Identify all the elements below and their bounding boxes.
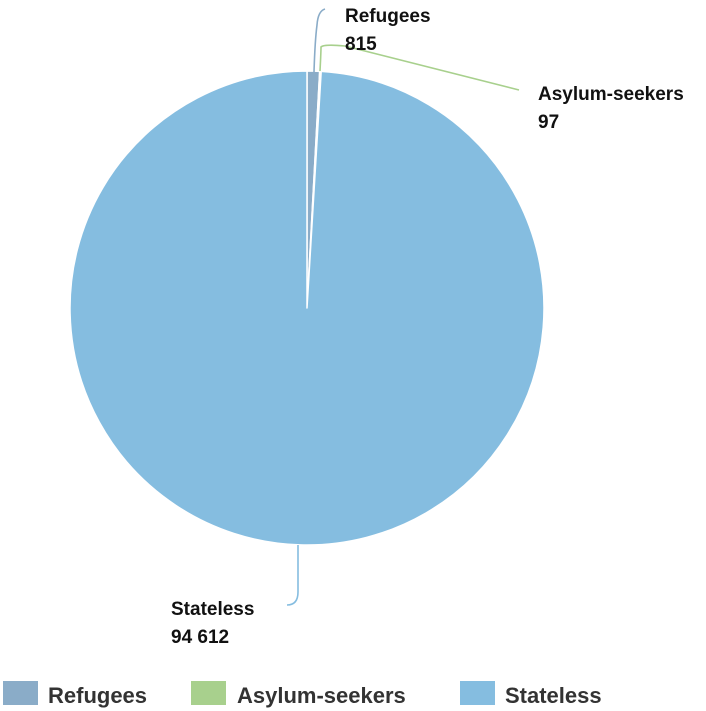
legend-label-stateless: Stateless <box>505 683 602 708</box>
callout-asylum-seekers-value: 97 <box>538 112 559 133</box>
legend-label-refugees: Refugees <box>48 683 147 708</box>
legend-label-asylum-seekers: Asylum-seekers <box>237 683 406 708</box>
callout-refugees-name: Refugees <box>345 6 431 27</box>
leader-line-refugees <box>313 8 326 73</box>
callout-refugees-value: 815 <box>345 34 377 55</box>
legend: Refugees Asylum-seekers Stateless <box>3 681 602 708</box>
pie-slice-stateless[interactable] <box>69 70 545 546</box>
legend-swatch-refugees <box>3 681 38 705</box>
legend-item-stateless[interactable]: Stateless <box>460 681 602 708</box>
legend-swatch-stateless <box>460 681 495 705</box>
callout-stateless-name: Stateless <box>171 599 254 620</box>
legend-item-asylum-seekers[interactable]: Asylum-seekers <box>191 681 406 708</box>
leader-line-stateless <box>286 545 299 606</box>
legend-item-refugees[interactable]: Refugees <box>3 681 147 708</box>
legend-swatch-asylum-seekers <box>191 681 226 705</box>
leader-line-asylum-seekers <box>319 44 520 91</box>
pie-slices <box>69 70 545 546</box>
callout-asylum-seekers-name: Asylum-seekers <box>538 84 684 105</box>
callout-stateless-value: 94 612 <box>171 627 229 648</box>
